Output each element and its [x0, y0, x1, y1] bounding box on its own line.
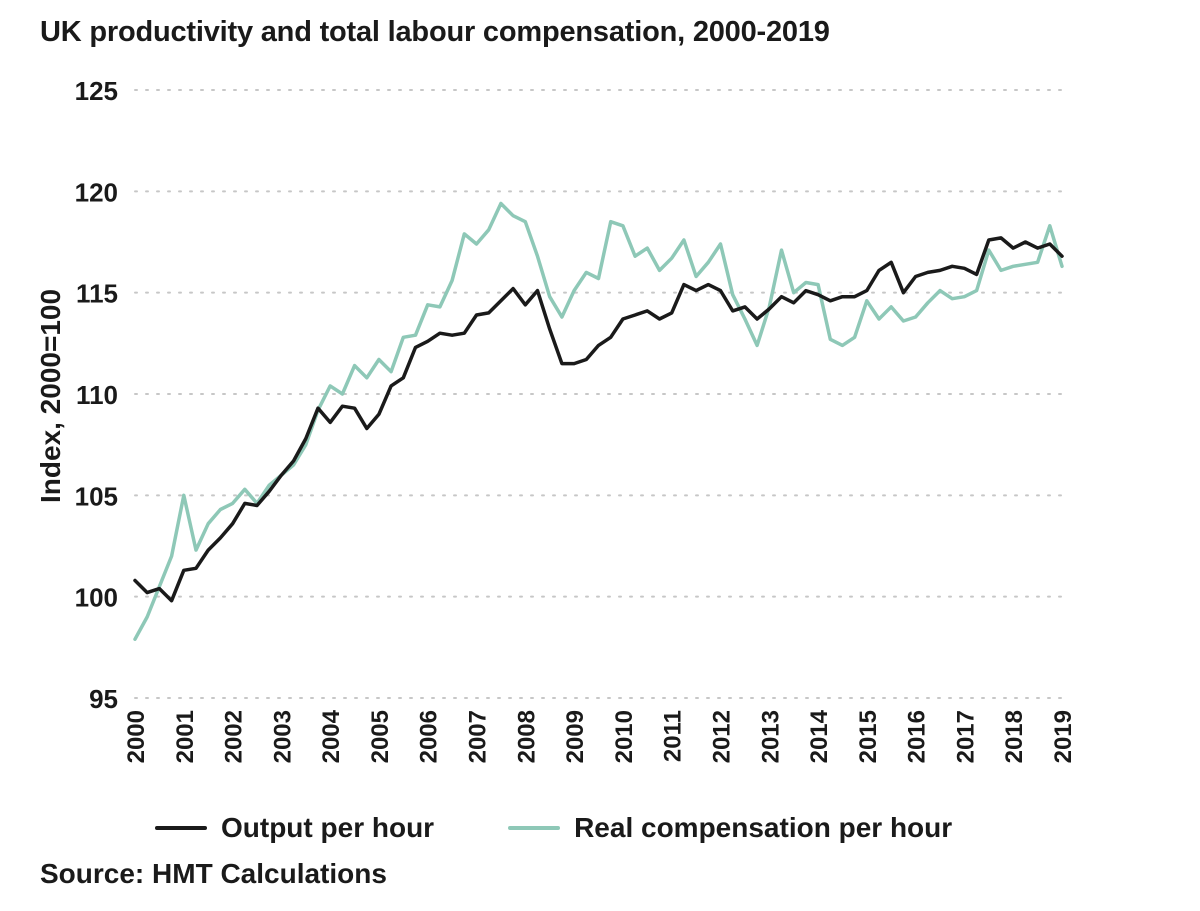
- x-tick-label: 2000: [123, 710, 150, 763]
- series-line-output: [133, 236, 1064, 603]
- x-tick-label: 2013: [757, 710, 784, 763]
- x-tick-label: 2004: [318, 709, 345, 763]
- chart-title: UK productivity and total labour compens…: [40, 16, 830, 48]
- series-lines: [133, 201, 1064, 641]
- legend-item-output: Output per hour: [155, 812, 434, 844]
- y-tick-label: 120: [75, 177, 118, 207]
- x-tick-label: 2017: [952, 710, 979, 763]
- y-tick-label: 105: [75, 481, 118, 511]
- x-tick-label: 2008: [513, 710, 540, 763]
- y-tick-label: 110: [76, 380, 118, 410]
- x-tick-label: 2009: [562, 710, 589, 763]
- x-tick-label: 2014: [806, 709, 833, 763]
- x-tick-label: 2012: [708, 710, 735, 763]
- x-tick-label: 2001: [172, 710, 199, 763]
- y-tick-label: 115: [76, 279, 118, 309]
- y-tick-label: 95: [89, 684, 118, 714]
- x-tick-label: 2007: [465, 710, 492, 763]
- x-axis-ticks: 2000 2001 2002 2003 2004 2005 2006 2007 2008 2009…: [123, 709, 1077, 763]
- legend-swatch-output: [155, 826, 207, 830]
- legend-item-compensation: Real compensation per hour: [508, 812, 952, 844]
- source-note: Source: HMT Calculations: [40, 858, 387, 889]
- y-tick-label: 100: [75, 583, 118, 613]
- x-tick-label: 2016: [904, 710, 931, 763]
- x-tick-label: 2015: [855, 710, 882, 763]
- y-axis-ticks: 95 100 105 110 115 120 125: [75, 76, 118, 714]
- x-tick-label: 2005: [367, 710, 394, 763]
- legend-label-output: Output per hour: [221, 812, 435, 843]
- x-tick-label: 2002: [221, 710, 248, 763]
- series-line-compensation: [133, 201, 1064, 641]
- legend: Output per hour Real compensation per ho…: [155, 812, 1026, 844]
- legend-swatch-compensation: [508, 826, 561, 830]
- x-tick-label: 2019: [1050, 710, 1077, 763]
- y-tick-label: 125: [75, 76, 118, 106]
- x-tick-label: 2006: [416, 710, 443, 763]
- legend-label-compensation: Real compensation per hour: [574, 812, 953, 843]
- x-tick-label: 2003: [269, 710, 296, 763]
- gridlines: [134, 89, 1063, 699]
- x-tick-label: 2018: [1001, 710, 1028, 763]
- x-tick-label: 2010: [611, 710, 638, 763]
- y-axis-label: Index, 2000=100: [35, 289, 66, 503]
- x-tick-label: 2011: [660, 710, 687, 762]
